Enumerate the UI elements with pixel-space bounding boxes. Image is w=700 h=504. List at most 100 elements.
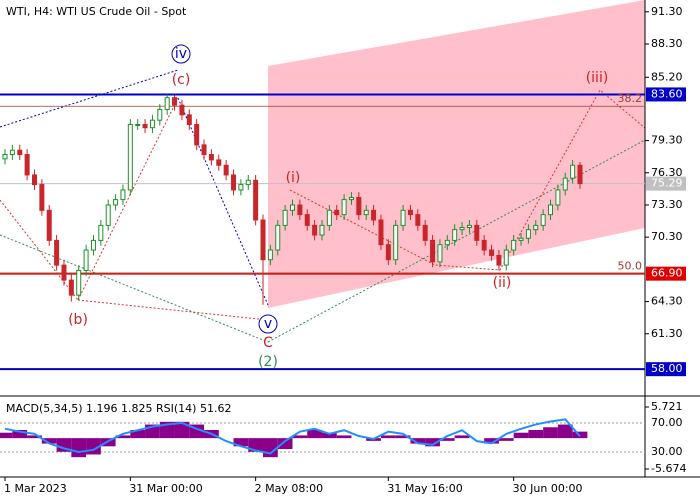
histogram-bar: [528, 429, 544, 439]
histogram-bar: [439, 438, 455, 441]
histogram-bar: [321, 432, 337, 439]
histogram-bar: [130, 429, 146, 439]
label-circle: [258, 314, 278, 334]
candle-body: [223, 164, 229, 176]
histogram-bar: [380, 435, 396, 439]
candle-body: [172, 97, 178, 106]
candle-body: [245, 179, 251, 186]
chart-title: WTI, H4: WTI US Crude Oil - Spot: [6, 5, 187, 18]
candle-body: [83, 249, 89, 271]
candle-body: [489, 249, 495, 256]
fib-label: 50.0: [618, 260, 643, 273]
channel: [268, 0, 645, 308]
histogram-bar: [410, 438, 426, 444]
x-tick-label: 30 Jun 00:00: [513, 482, 583, 495]
candle-body: [290, 204, 295, 211]
candle-body: [393, 224, 399, 261]
candle-body: [17, 149, 23, 156]
candle-body: [297, 204, 303, 216]
candle-body: [474, 224, 480, 241]
candle-body: [253, 179, 259, 221]
candle-body: [68, 279, 74, 296]
candle-body: [356, 196, 362, 216]
y-tick-label: 64.30: [651, 295, 683, 308]
candle-body: [496, 254, 502, 266]
candle-body: [363, 209, 369, 216]
x-tick-label: 1 Mar 2023: [4, 482, 67, 495]
y-tick-label: 70.00: [651, 416, 683, 429]
y-tick-label: 61.30: [651, 327, 683, 340]
histogram-bar: [336, 435, 352, 439]
candle-body: [570, 164, 576, 179]
histogram-bar: [115, 435, 131, 439]
level-label: 75.29: [651, 177, 683, 190]
label-circle: [171, 44, 191, 64]
y-tick-label: 30.00: [651, 445, 683, 458]
candle-body: [54, 239, 60, 266]
level-tag: [646, 87, 686, 102]
histogram-bar: [513, 432, 529, 439]
candle-body: [371, 209, 377, 221]
histogram-bar: [292, 435, 308, 439]
histogram-bar: [307, 429, 322, 439]
candle-body: [9, 149, 15, 156]
candle-body: [511, 239, 517, 251]
candle-body: [415, 214, 421, 226]
histogram-bar: [277, 438, 293, 450]
histogram-bar: [174, 421, 190, 439]
candle-body: [113, 199, 119, 206]
candle-body: [267, 249, 273, 261]
candle-body: [548, 204, 554, 216]
candle-body: [238, 184, 244, 191]
candle-body: [334, 209, 340, 216]
histogram-bar: [233, 438, 249, 447]
histogram-bar: [248, 438, 264, 452]
dotted-line: [77, 97, 179, 301]
candle-body: [194, 123, 200, 146]
level-label: 83.60: [651, 87, 683, 100]
candle-body: [459, 227, 465, 231]
y-tick-label: 85.20: [651, 70, 683, 83]
level-label: 58.00: [651, 362, 683, 375]
candle-body: [385, 244, 391, 261]
histogram-bar: [71, 438, 87, 458]
candle-body: [555, 189, 561, 206]
candle-body: [216, 159, 222, 166]
candle-body: [312, 224, 318, 236]
candle-body: [186, 114, 192, 125]
candle-body: [326, 209, 332, 226]
histogram-bar: [41, 438, 57, 444]
histogram-bar: [454, 435, 470, 439]
x-tick-label: 2 May 08:00: [255, 482, 323, 495]
candle-body: [407, 209, 413, 216]
wave-label: (ii): [493, 275, 512, 291]
dotted-line: [0, 199, 79, 301]
candle-body: [135, 123, 141, 126]
candle-body: [444, 239, 450, 246]
candle-body: [24, 154, 30, 176]
dotted-line: [0, 69, 179, 128]
candle-body: [98, 224, 104, 241]
candle-body: [76, 269, 82, 296]
candle-body: [105, 204, 111, 226]
candle-body: [503, 249, 509, 266]
candle-body: [231, 174, 237, 191]
candle-body: [525, 229, 531, 239]
y-tick-label: 88.30: [651, 37, 683, 50]
histogram-bar: [395, 435, 411, 439]
histogram-bar: [498, 438, 514, 441]
candle-body: [562, 177, 568, 191]
histogram-bar: [12, 429, 28, 439]
x-tick-label: 31 Mar 00:00: [129, 482, 202, 495]
candle-body: [437, 244, 443, 263]
candle-body: [120, 189, 126, 201]
candle-body: [400, 209, 406, 226]
wave-label: (i): [286, 170, 301, 186]
level-tag: [646, 176, 686, 191]
candle-body: [39, 184, 45, 211]
candle-body: [61, 264, 67, 281]
histogram-bar: [27, 435, 42, 439]
histogram-bar: [484, 438, 499, 444]
dotted-line: [289, 89, 646, 271]
